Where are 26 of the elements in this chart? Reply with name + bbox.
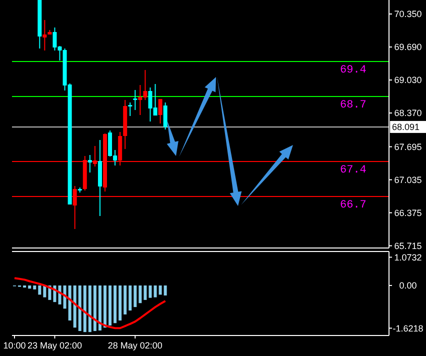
y-tick-label: 67.035 — [394, 174, 422, 185]
line-series — [14, 276, 166, 329]
y-tick-label: 65.715 — [394, 240, 422, 251]
x-tick-label: 23 May 02:00 — [27, 340, 82, 350]
y-tick-label: 1.0732 — [394, 252, 422, 262]
y-tick-label: 69.030 — [394, 75, 422, 86]
candlestick — [88, 154, 92, 173]
ref-line-label: 66.7 — [340, 200, 366, 212]
candlestick — [128, 102, 132, 116]
y-tick-label: -1.6218 — [392, 322, 424, 333]
y-tick-label: 70.350 — [394, 9, 422, 20]
y-tick-label: 68.370 — [394, 108, 422, 118]
candlestick — [163, 102, 168, 130]
candlestick — [158, 98, 162, 124]
ref-line-label: 69.4 — [340, 64, 367, 76]
ref-line-label: 68.091 — [392, 122, 420, 132]
y-tick-label: 0.00 — [399, 280, 417, 290]
ref-line-label: 68.7 — [340, 100, 366, 112]
y-tick-label: 66.375 — [394, 208, 422, 218]
x-tick-label: 10:00 — [3, 340, 26, 350]
y-tick-label: 69.690 — [394, 42, 422, 52]
y-tick-label: 67.695 — [394, 142, 422, 152]
candlestick — [133, 90, 138, 110]
ref-line-label: 67.4 — [340, 164, 367, 176]
x-tick-label: 28 May 02:00 — [108, 340, 162, 350]
candlestick — [42, 20, 47, 51]
